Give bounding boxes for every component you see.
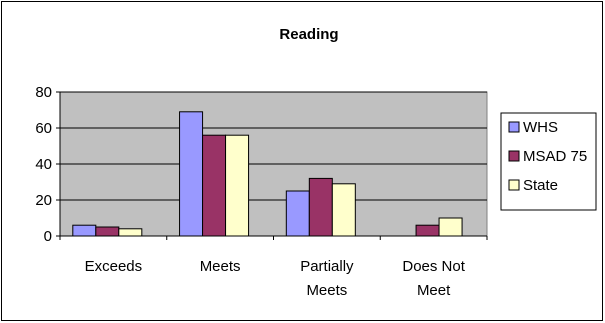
legend-label: State [523,177,558,194]
plot-area: 0 20 40 60 80 Exceeds Meets Partially Meets Does … [35,84,488,299]
legend-swatch [508,121,520,133]
y-tick-label: 60 [35,120,52,137]
bar-state [118,228,143,237]
bar-whs [285,190,310,237]
x-category-label: Does Not [402,258,465,275]
x-category-label: Meets [200,258,241,275]
bar-state [331,183,356,237]
legend-swatch [508,179,520,191]
bar-msad-75 [415,224,440,237]
x-category-label: Meet [417,282,451,299]
chart-title: Reading [279,26,338,43]
y-tick-label: 0 [44,228,52,245]
legend-label: MSAD 75 [523,148,587,165]
bar-state [225,134,250,237]
bar-whs [72,224,97,237]
bar-msad-75 [308,177,333,237]
legend: WHS MSAD 75 State [500,112,597,211]
legend-label: WHS [523,119,558,136]
x-category-label: Meets [306,282,347,299]
bar-state [438,217,463,237]
y-tick-label: 80 [35,84,52,101]
y-tick-label: 40 [35,156,52,173]
x-category-label: Exceeds [85,258,143,275]
y-tick-label: 20 [35,192,52,209]
bar-msad-75 [95,226,120,237]
bar-msad-75 [202,134,227,237]
x-category-label: Partially [300,258,354,275]
legend-swatch [508,150,520,162]
bar-whs [179,111,204,237]
